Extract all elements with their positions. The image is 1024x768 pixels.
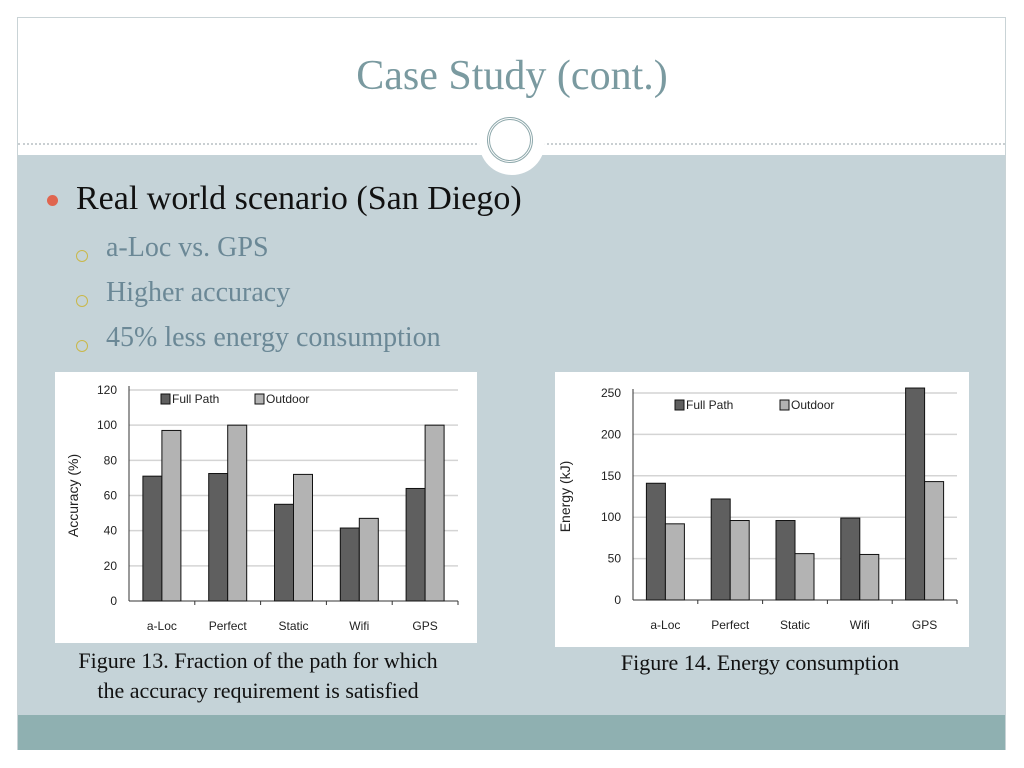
bar-outdoor: [859, 553, 880, 601]
legend-label: Full Path: [172, 392, 219, 406]
sub-bullet: 45% less energy consumption: [106, 322, 441, 353]
legend-label: Outdoor: [791, 398, 834, 412]
y-tick-label: 100: [97, 418, 117, 432]
bar-outdoor: [794, 553, 815, 601]
y-tick-label: 0: [614, 593, 621, 607]
bar-full-path: [339, 527, 360, 602]
ring-inner-icon: [487, 117, 533, 163]
sub-bullet: Higher accuracy: [106, 277, 291, 308]
bar-outdoor: [729, 520, 750, 601]
y-tick-label: 50: [608, 552, 622, 566]
bar-full-path: [710, 498, 731, 601]
bar-outdoor: [358, 517, 379, 602]
legend-swatch: [674, 399, 685, 411]
x-tick-label: Static: [780, 618, 810, 632]
bar-outdoor: [161, 429, 182, 602]
main-bullet: Real world scenario (San Diego): [76, 180, 522, 217]
legend-label: Outdoor: [266, 392, 309, 406]
y-axis-label: Accuracy (%): [65, 454, 81, 537]
figure-14-caption: Figure 14. Energy consumption: [620, 650, 900, 675]
bar-outdoor: [424, 424, 445, 602]
bar-full-path: [405, 487, 426, 602]
slide-title: Case Study (cont.): [356, 53, 668, 99]
sub-bullet-circle-icon: [76, 340, 88, 352]
bar-full-path: [645, 482, 666, 601]
bullet-dot-icon: [47, 195, 58, 206]
bar-outdoor: [293, 473, 313, 602]
y-tick-label: 150: [601, 469, 621, 483]
y-axis-label: Energy (kJ): [557, 461, 573, 533]
energy-chart: 0 50 100 150 200 250 a-Loc Perfect Static Wifi GPS…: [555, 372, 969, 647]
bar-full-path: [142, 475, 163, 602]
accuracy-chart-svg: 0 20 40 60 80 100 120 a-Loc Perfect Static Wifi GPS…: [65, 383, 459, 633]
y-tick-label: 250: [601, 386, 621, 400]
bar-full-path: [905, 387, 926, 601]
x-tick-label: Perfect: [209, 619, 248, 633]
legend-label: Full Path: [686, 398, 733, 412]
y-tick-label: 80: [104, 453, 118, 467]
legend-swatch: [779, 399, 790, 411]
legend-swatch: [160, 393, 171, 405]
y-tick-label: 0: [110, 594, 117, 608]
x-tick-label: Static: [278, 619, 308, 633]
x-tick-label: a-Loc: [650, 618, 680, 632]
y-tick-label: 100: [601, 510, 621, 524]
x-tick-label: Wifi: [850, 618, 870, 632]
caption-line: Figure 13. Fraction of the path for whic…: [78, 648, 438, 673]
y-tick-label: 60: [104, 489, 118, 503]
bar-outdoor: [227, 424, 248, 602]
y-tick-label: 40: [104, 524, 118, 538]
sub-bullet: a-Loc vs. GPS: [106, 232, 269, 263]
bar-full-path: [208, 473, 229, 602]
caption-line: the accuracy requirement is satisfied: [97, 678, 419, 703]
bar-full-path: [775, 520, 796, 601]
x-tick-label: GPS: [912, 618, 937, 632]
sub-bullet-circle-icon: [76, 295, 88, 307]
x-tick-label: Wifi: [349, 619, 369, 633]
figure-13-caption: Figure 13. Fraction of the path for whic…: [18, 646, 498, 706]
x-tick-label: GPS: [412, 619, 437, 633]
bar-full-path: [840, 517, 861, 601]
y-tick-label: 20: [104, 559, 118, 573]
energy-chart-svg: 0 50 100 150 200 250 a-Loc Perfect Static Wifi GPS…: [557, 386, 958, 632]
y-tick-label: 120: [97, 383, 117, 397]
x-tick-label: Perfect: [711, 618, 750, 632]
bar-outdoor: [664, 523, 685, 601]
bar-outdoor: [924, 481, 945, 601]
x-tick-label: a-Loc: [147, 619, 177, 633]
slide-footer-band: [18, 715, 1005, 750]
legend-swatch: [254, 393, 265, 405]
accuracy-chart: 0 20 40 60 80 100 120 a-Loc Perfect Static Wifi GPS…: [55, 372, 477, 643]
sub-bullet-circle-icon: [76, 250, 88, 262]
bar-full-path: [274, 503, 294, 602]
y-tick-label: 200: [601, 427, 621, 441]
